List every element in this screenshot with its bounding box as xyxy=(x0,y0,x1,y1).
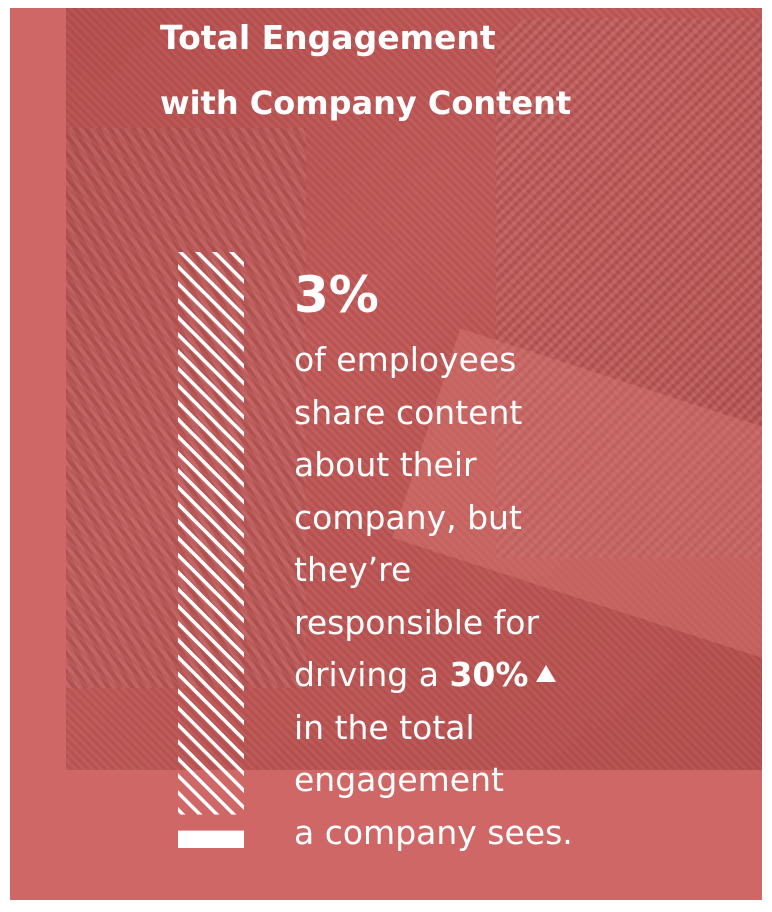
photo-texture-jacket xyxy=(496,18,762,558)
description-line: engagement xyxy=(294,760,504,799)
driving-prefix: driving a xyxy=(294,655,450,694)
infographic-card: Total Engagement with Company Content 3%… xyxy=(10,8,762,900)
description-line: in the total xyxy=(294,707,475,747)
description: of employees share content about their c… xyxy=(294,334,573,859)
chart-subtitle: with Company Content xyxy=(160,84,572,122)
driving-value: 30% xyxy=(449,655,529,694)
description-line: of employees xyxy=(294,340,517,379)
bar-segment-sharing-employees xyxy=(178,830,244,848)
description-line: share content xyxy=(294,392,523,432)
chart-title: Total Engagement xyxy=(160,18,496,57)
description-line: about their xyxy=(294,445,477,484)
stat-value: 3% xyxy=(294,266,379,324)
background-photo xyxy=(66,8,762,770)
description-line: company, but xyxy=(294,497,522,537)
description-line: a company sees. xyxy=(294,812,573,852)
bar-segment-other-employees xyxy=(178,252,244,815)
description-line: responsible for xyxy=(294,602,540,642)
stacked-bar-chart xyxy=(178,252,244,848)
up-triangle-icon xyxy=(536,665,557,682)
description-line: they’re xyxy=(294,550,412,589)
description-line-driving: driving a 30% xyxy=(294,649,573,702)
